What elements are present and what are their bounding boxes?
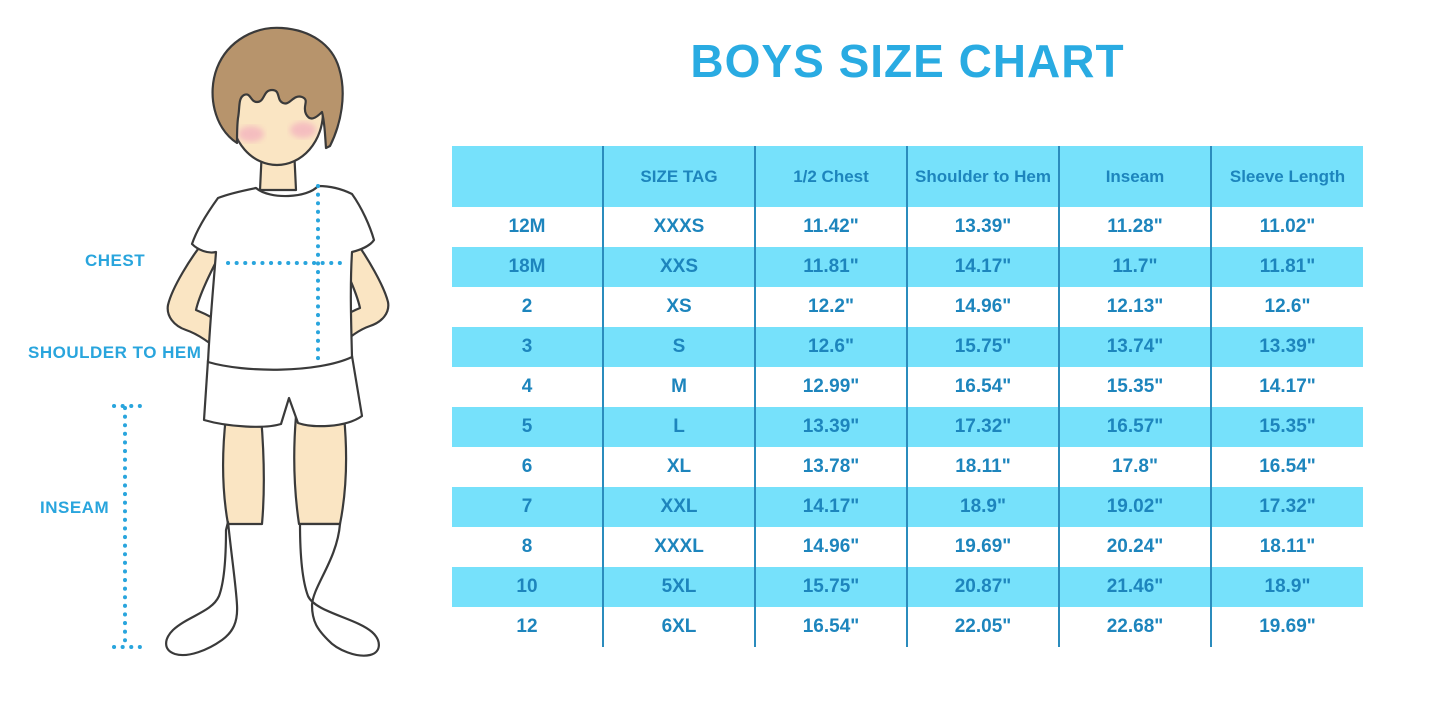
chest-label: CHEST	[85, 251, 146, 270]
table-row: 3 S 12.6" 15.75" 13.74" 13.39"	[452, 327, 1363, 367]
boy-cheek-left	[238, 126, 264, 142]
table-cell: L	[602, 407, 755, 447]
table-cell: 12.13"	[1058, 287, 1211, 327]
table-cell: 11.7"	[1058, 247, 1211, 287]
table-cell: 18.9"	[1210, 567, 1363, 607]
table-cell: 17.8"	[1058, 447, 1211, 487]
table-cell: XXXS	[602, 207, 755, 247]
page-title: BOYS SIZE CHART	[690, 35, 1125, 87]
table-cell: 12.2"	[754, 287, 907, 327]
table-cell: 16.54"	[906, 367, 1059, 407]
table-cell: 12M	[508, 216, 546, 237]
table-row: 10 5XL 15.75" 20.87" 21.46" 18.9"	[452, 567, 1363, 607]
boy-sock-right	[298, 522, 380, 657]
figure-panel: CHEST SHOULDER TO HEM INSEAM	[0, 0, 450, 723]
boy-hair	[211, 26, 344, 150]
table-cell: M	[602, 367, 755, 407]
table-cell: 12.6"	[754, 327, 907, 367]
table-cell: 2	[521, 296, 533, 317]
table-cell: 16.54"	[1210, 447, 1363, 487]
table-row: 4 M 12.99" 16.54" 15.35" 14.17"	[452, 367, 1363, 407]
table-cell: 12.99"	[754, 367, 907, 407]
header-cell-inseam: Inseam	[1058, 146, 1211, 207]
table-cell: 19.69"	[906, 527, 1059, 567]
table-row: 18M XXS 11.81" 14.17" 11.7" 11.81"	[452, 247, 1363, 287]
header-cell-sleeve-length: Sleeve Length	[1210, 146, 1363, 207]
table-cell: 11.28"	[1058, 207, 1211, 247]
table-row: 7 XXL 14.17" 18.9" 19.02" 17.32"	[452, 487, 1363, 527]
boy-shirt	[190, 184, 376, 371]
table-cell: 4	[521, 376, 533, 397]
table-cell: 16.57"	[1058, 407, 1211, 447]
table-cell: 11.81"	[754, 247, 907, 287]
table-row: 6 XL 13.78" 18.11" 17.8" 16.54"	[452, 447, 1363, 487]
table-cell: 19.69"	[1210, 607, 1363, 647]
header-cell-half-chest: 1/2 Chest	[754, 146, 907, 207]
table-cell: 14.17"	[754, 487, 907, 527]
shoulder-to-hem-label: SHOULDER TO HEM	[28, 343, 202, 362]
header-row: SIZE TAG 1/2 Chest Shoulder to Hem Insea…	[452, 146, 1363, 207]
table-cell: 5	[452, 407, 603, 447]
table-cell: 8	[521, 536, 533, 557]
table-cell: 16.54"	[754, 607, 907, 647]
table-cell: 13.78"	[754, 447, 907, 487]
table-cell: XXXL	[602, 527, 755, 567]
table-cell: 14.96"	[754, 527, 907, 567]
table-cell: 7	[452, 487, 603, 527]
table-cell: 11.81"	[1210, 247, 1363, 287]
boy-cheek-right	[290, 122, 316, 138]
table-cell: 13.39"	[1210, 327, 1363, 367]
table-cell: 18M	[452, 247, 603, 287]
table-cell: 17.32"	[1210, 487, 1363, 527]
table-cell: 18.11"	[1210, 527, 1363, 567]
table-row: 8 XXXL 14.96" 19.69" 20.24" 18.11"	[452, 527, 1363, 567]
table-cell: 22.68"	[1058, 607, 1211, 647]
table-cell: S	[602, 327, 755, 367]
header-cell-size	[452, 146, 603, 207]
table-cell: 18.9"	[906, 487, 1059, 527]
table-cell: 13.74"	[1058, 327, 1211, 367]
table-cell: 3	[452, 327, 603, 367]
table-row: 12 6XL 16.54" 22.05" 22.68" 19.69"	[452, 607, 1363, 647]
table-cell: 6XL	[602, 607, 755, 647]
table-cell: 17.32"	[906, 407, 1059, 447]
boy-sock-left	[165, 520, 239, 657]
table-cell: 19.02"	[1058, 487, 1211, 527]
table-cell: 5XL	[602, 567, 755, 607]
table-cell: 15.35"	[1058, 367, 1211, 407]
header-cell-shoulder-to-hem: Shoulder to Hem	[906, 146, 1059, 207]
table-cell: XXL	[602, 487, 755, 527]
table-cell: 14.96"	[906, 287, 1059, 327]
table-cell: 14.17"	[1210, 367, 1363, 407]
table-cell: 11.42"	[754, 207, 907, 247]
table-cell: 13.39"	[754, 407, 907, 447]
table-cell: 18.11"	[906, 447, 1059, 487]
table-cell: 11.02"	[1210, 207, 1363, 247]
table-cell: 13.39"	[906, 207, 1059, 247]
header-cell-size-tag: SIZE TAG	[602, 146, 755, 207]
inseam-label: INSEAM	[40, 498, 110, 517]
table-cell: 12.6"	[1210, 287, 1363, 327]
table-cell: 14.17"	[906, 247, 1059, 287]
table-cell: 10	[452, 567, 603, 607]
table-cell: 15.75"	[754, 567, 907, 607]
table-row: 5 L 13.39" 17.32" 16.57" 15.35"	[452, 407, 1363, 447]
table-row: 12M XXXS 11.42" 13.39" 11.28" 11.02"	[452, 207, 1363, 247]
boy-leg-right	[293, 414, 348, 526]
table-cell: 21.46"	[1058, 567, 1211, 607]
table-cell: XXS	[602, 247, 755, 287]
table-cell: 15.75"	[906, 327, 1059, 367]
table-cell: 12	[516, 616, 538, 637]
table-row: 2 XS 12.2" 14.96" 12.13" 12.6"	[452, 287, 1363, 327]
table-cell: 22.05"	[906, 607, 1059, 647]
table-cell: 20.87"	[906, 567, 1059, 607]
boy-leg-left	[222, 414, 265, 526]
table-cell: 15.35"	[1210, 407, 1363, 447]
boy-illustration	[112, 26, 390, 657]
table-cell: 6	[521, 456, 533, 477]
table-cell: XS	[602, 287, 755, 327]
size-chart-table: SIZE TAG 1/2 Chest Shoulder to Hem Insea…	[452, 146, 1363, 647]
table-cell: XL	[602, 447, 755, 487]
table-cell: 20.24"	[1058, 527, 1211, 567]
